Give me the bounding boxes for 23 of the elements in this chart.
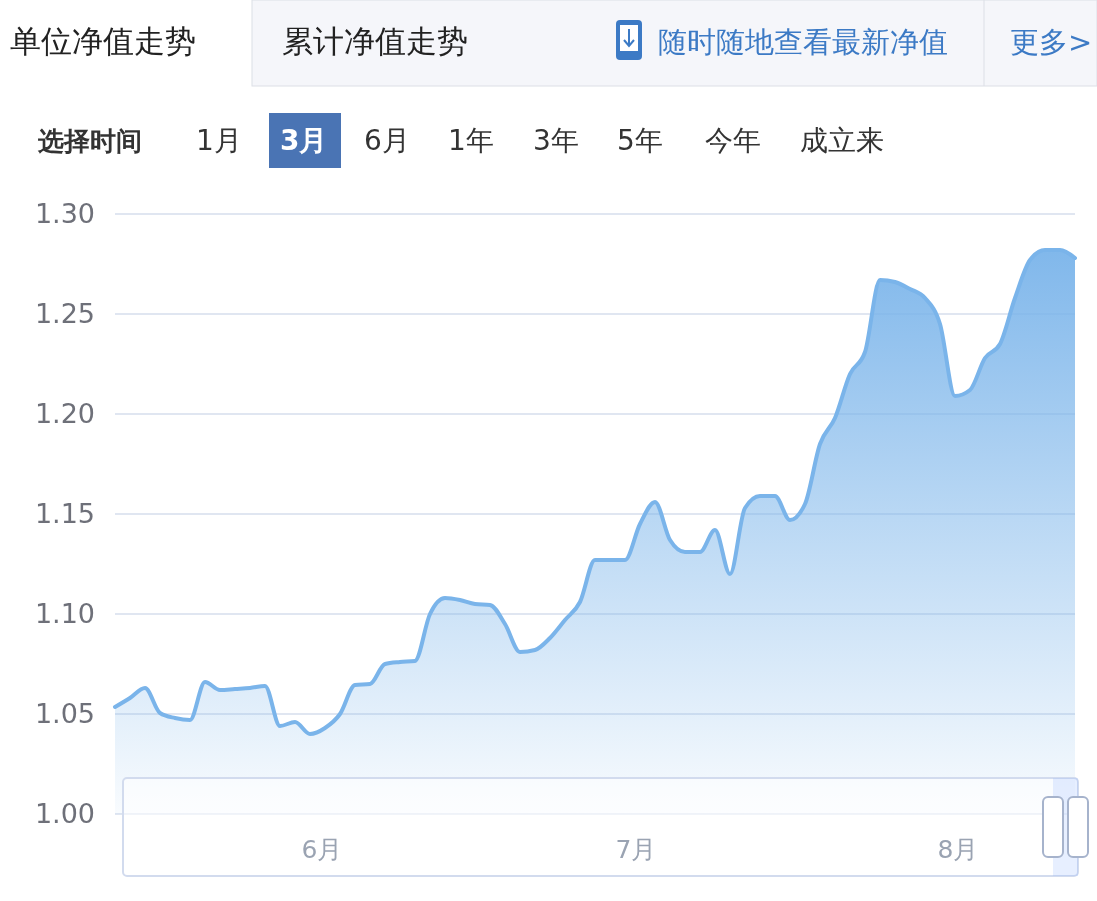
y-tick-label: 1.15	[34, 498, 95, 530]
y-tick-label: 1.00	[34, 798, 95, 830]
text: 今年	[705, 124, 761, 157]
text: 更多>	[1010, 25, 1093, 59]
y-tick-label: 1.30	[34, 198, 95, 230]
text: 单位净值走势	[10, 23, 196, 59]
text: 1年	[448, 124, 494, 157]
text: 3月	[280, 124, 328, 157]
text: 5年	[617, 124, 663, 157]
y-tick-label: 1.10	[34, 598, 95, 630]
text: 成立来	[800, 124, 884, 157]
text: 随时随地查看最新净值	[658, 25, 948, 59]
text: 8月	[937, 835, 979, 864]
text: 选择时间	[37, 126, 142, 156]
text: 3年	[533, 124, 579, 157]
y-tick-label: 1.20	[34, 398, 95, 430]
y-tick-label: 1.25	[34, 298, 95, 330]
text: 6月	[364, 124, 410, 157]
text: 累计净值走势	[282, 23, 468, 59]
y-tick-label: 1.05	[34, 698, 95, 730]
text: 7月	[615, 835, 657, 864]
text: 6月	[301, 835, 343, 864]
text: 1月	[196, 124, 242, 157]
